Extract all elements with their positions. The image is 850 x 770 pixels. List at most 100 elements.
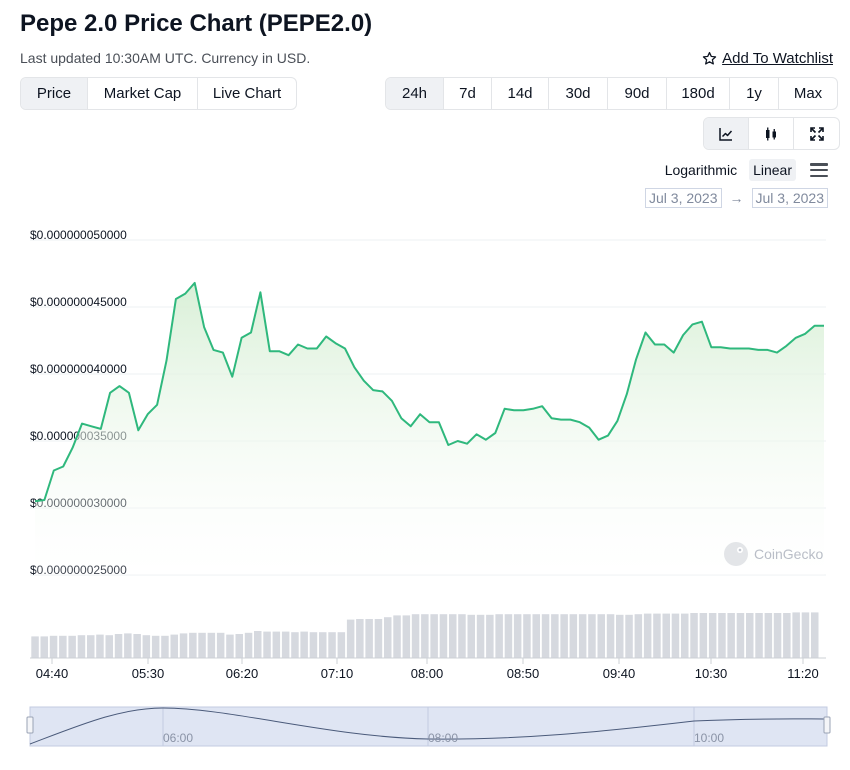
volume-bar (699, 613, 708, 658)
x-tick-label: 05:30 (132, 666, 165, 681)
volume-bar (49, 635, 58, 658)
view-mode-selector (703, 117, 840, 150)
price-line[interactable] (34, 281, 824, 503)
volume-bar (151, 635, 160, 658)
volume-bar (513, 614, 522, 658)
x-tick-label: 07:10 (321, 666, 354, 681)
volume-bar (114, 634, 123, 658)
volume-bar (662, 613, 670, 658)
add-to-watchlist-link[interactable]: Add To Watchlist (702, 50, 833, 67)
volume-bar (235, 634, 243, 658)
volume-bar (643, 613, 652, 658)
volume-bar (486, 614, 494, 658)
volume-bar (569, 614, 578, 658)
candlestick-icon (766, 127, 776, 140)
x-tick-label: 11:20 (787, 666, 819, 681)
coingecko-watermark: CoinGecko (724, 542, 823, 566)
range-max-button[interactable]: Max (793, 85, 823, 102)
volume-bar (495, 614, 503, 658)
volume-bar (216, 632, 225, 658)
volume-bar (625, 614, 633, 658)
volume-bar (96, 634, 104, 658)
range-180d-button[interactable]: 180d (667, 78, 730, 109)
volume-bar (40, 636, 48, 658)
navigator-label: 06:00 (163, 731, 193, 745)
menu-icon[interactable] (810, 163, 828, 177)
volume-bar (346, 619, 355, 658)
volume-bar (421, 614, 429, 658)
price-area-fill (35, 282, 824, 575)
range-30d-button[interactable]: 30d (549, 78, 608, 109)
time-range-selector: 24h 7d 14d 30d 90d 180d 1y Max (385, 77, 838, 110)
navigator-label: 08:00 (428, 731, 458, 745)
volume-bar (430, 614, 438, 658)
date-from-input[interactable]: Jul 3, 2023 (645, 188, 722, 208)
fullscreen-button[interactable] (794, 118, 839, 149)
logarithmic-option[interactable]: Logarithmic (664, 162, 738, 178)
watermark-text: CoinGecko (754, 546, 823, 562)
navigator-left-handle[interactable] (26, 716, 34, 734)
volume-bar (59, 635, 67, 658)
x-tick-label: 08:00 (411, 666, 444, 681)
y-tick-label: $0.000000040000 (30, 362, 127, 376)
volume-bar (541, 614, 550, 658)
volume-bar (467, 614, 475, 658)
coingecko-logo-icon (724, 542, 748, 566)
x-tick-label: 08:50 (507, 666, 540, 681)
tab-price[interactable]: Price (21, 78, 88, 109)
volume-bar (309, 632, 318, 658)
volume-bar (105, 635, 113, 658)
volume-bar (356, 619, 364, 658)
volume-bar (458, 614, 466, 658)
volume-bars (30, 612, 826, 659)
candlestick-view-button[interactable] (749, 118, 794, 149)
fullscreen-icon (809, 126, 824, 141)
last-updated-text: Last updated 10:30AM UTC. Currency in US… (20, 50, 311, 66)
date-to-input[interactable]: Jul 3, 2023 (751, 188, 828, 208)
volume-bar (476, 614, 485, 658)
volume-bar (337, 632, 346, 658)
tab-live-chart[interactable]: Live Chart (212, 85, 282, 102)
range-7d-button[interactable]: 7d (444, 78, 492, 109)
range-1y-button[interactable]: 1y (730, 78, 779, 109)
volume-bar (124, 633, 132, 658)
volume-bar (207, 632, 216, 658)
x-tick-label: 06:20 (226, 666, 259, 681)
volume-bar (764, 613, 773, 658)
line-view-button[interactable] (704, 118, 749, 149)
volume-bar (77, 635, 86, 658)
volume-bar (365, 619, 373, 658)
volume-bar (727, 613, 735, 658)
line-chart-icon (719, 127, 733, 141)
arrow-right-icon: → (729, 190, 744, 206)
volume-bar (449, 614, 457, 658)
star-icon (702, 51, 717, 65)
chart-type-tabs: Price Market Cap Live Chart (20, 77, 297, 110)
volume-bar (254, 631, 262, 658)
volume-bar (319, 632, 327, 658)
volume-bar (755, 613, 763, 658)
volume-bar (439, 614, 448, 658)
volume-bar (597, 614, 605, 658)
volume-bar (690, 613, 698, 658)
volume-bar (811, 612, 819, 658)
price-chart[interactable]: $0.000000050000 $0.000000045000 $0.0000000… (0, 220, 850, 770)
volume-bar (671, 613, 680, 658)
volume-bar (681, 613, 689, 658)
range-24h-button[interactable]: 24h (386, 78, 444, 109)
volume-bar (189, 632, 197, 658)
volume-bar (560, 614, 568, 658)
volume-bar (718, 613, 726, 658)
x-tick-label: 04:40 (36, 666, 69, 681)
volume-bar (281, 631, 290, 658)
volume-bar (244, 632, 253, 658)
volume-bar (504, 614, 513, 658)
navigator-right-handle[interactable] (823, 716, 831, 734)
volume-bar (300, 631, 308, 658)
scale-selector: Logarithmic Linear (661, 159, 828, 181)
tab-market-cap[interactable]: Market Cap (88, 78, 198, 109)
linear-option[interactable]: Linear (749, 159, 796, 181)
navigator[interactable]: 06:00 08:00 10:00 (26, 706, 831, 747)
range-90d-button[interactable]: 90d (608, 78, 667, 109)
range-14d-button[interactable]: 14d (492, 78, 549, 109)
